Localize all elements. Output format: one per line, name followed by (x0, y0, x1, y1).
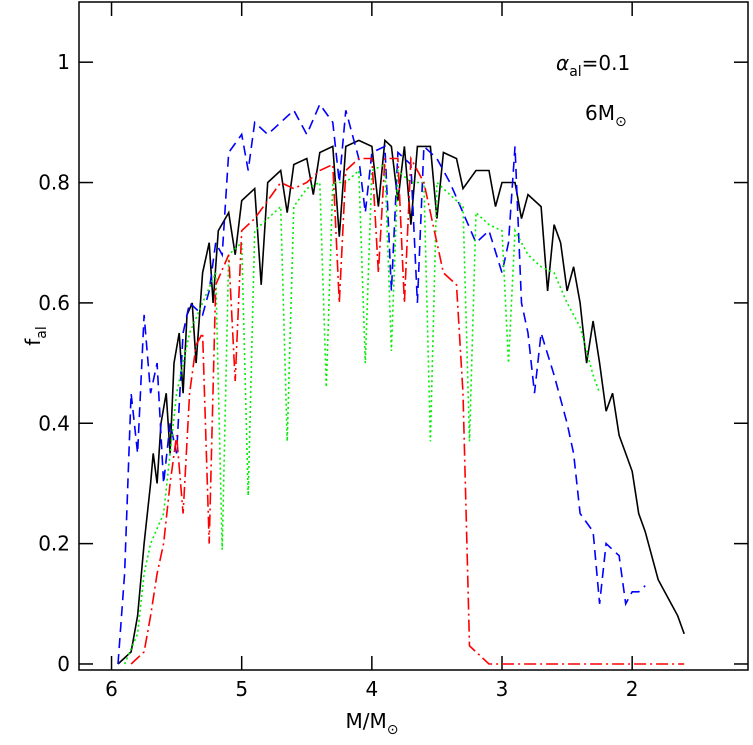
x-tick-label: 6 (105, 677, 118, 701)
line-series (130, 155, 685, 665)
x-tick-label: 3 (496, 677, 509, 701)
y-tick-label: 0.8 (38, 171, 70, 195)
line-series (123, 163, 601, 665)
y-axis-label: fal (21, 326, 50, 346)
y-tick-label: 1 (57, 50, 70, 74)
y-tick-label: 0.2 (38, 532, 70, 556)
y-tick-label: 0 (57, 652, 70, 676)
x-tick-label: 5 (235, 677, 248, 701)
x-tick-label: 2 (626, 677, 639, 701)
y-tick-label: 0.4 (38, 411, 70, 435)
x-axis-label: M/M⊙ (346, 709, 399, 738)
annotation: 6M⊙ (585, 101, 627, 130)
x-tick-label: 4 (365, 677, 378, 701)
line-series (117, 102, 646, 665)
y-tick-label: 0.6 (38, 291, 70, 315)
annotation: αal=0.1 (556, 51, 630, 80)
plot-frame (78, 1, 749, 671)
